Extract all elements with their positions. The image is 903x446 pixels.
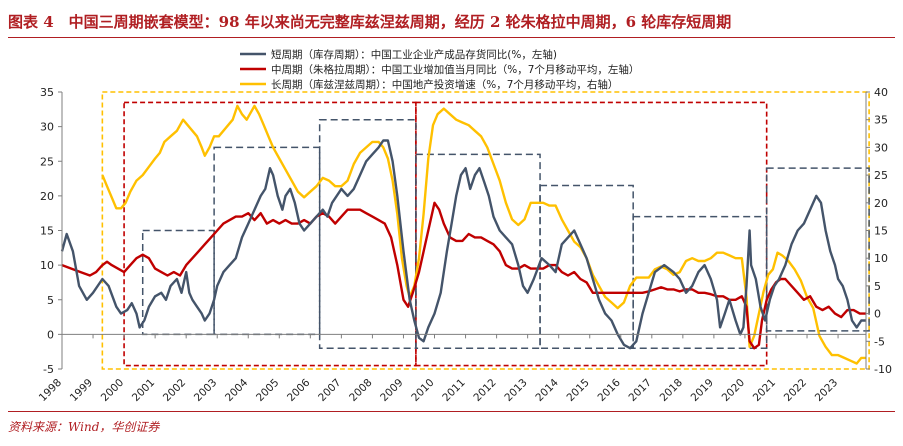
x-tick-label: 2001 bbox=[130, 377, 157, 404]
left-tick-label: 15 bbox=[40, 225, 54, 238]
left-tick-label: 35 bbox=[40, 86, 54, 99]
long-series-line bbox=[101, 104, 866, 365]
left-tick-label: -5 bbox=[43, 363, 54, 376]
left-tick-label: 0 bbox=[47, 328, 54, 341]
x-tick-label: 2022 bbox=[782, 377, 809, 404]
right-tick-label: 0 bbox=[874, 308, 881, 321]
left-tick-label: 30 bbox=[40, 121, 54, 134]
left-tick-label: 20 bbox=[40, 190, 54, 203]
x-tick-label: 2004 bbox=[223, 376, 251, 404]
x-tick-label: 2008 bbox=[347, 377, 374, 404]
x-tick-label: 2011 bbox=[440, 377, 467, 404]
footer-divider bbox=[8, 411, 895, 412]
x-tick-label: 2015 bbox=[564, 377, 591, 404]
long-legend-label: 长周期（库兹涅兹周期）：中国地产投资增速（%，7个月移动平均，右轴） bbox=[271, 78, 618, 91]
short-cycle-box-7 bbox=[539, 184, 634, 349]
right-tick-label: 25 bbox=[874, 169, 888, 182]
x-tick-label: 2020 bbox=[720, 377, 747, 404]
right-tick-label: 40 bbox=[874, 86, 888, 99]
right-tick-label: -10 bbox=[874, 363, 892, 376]
x-tick-label: 2009 bbox=[378, 377, 405, 404]
left-tick-label: 5 bbox=[47, 294, 54, 307]
source-note: 资料来源：Wind，华创证券 bbox=[8, 420, 160, 434]
series-lines bbox=[60, 104, 866, 365]
chart-axes: -5 0 5 10 15 20 25 30 35 -10 -5 0 5 10 15 20 25 30 35 40 199… bbox=[37, 86, 892, 404]
title-divider bbox=[8, 37, 895, 38]
chart-legend: 短周期（库存周期）：中国工业企业产成品存货同比(%，左轴) 中周期（朱格拉周期）：… bbox=[240, 48, 639, 91]
right-tick-label: -5 bbox=[874, 335, 885, 348]
x-tick-label: 2003 bbox=[192, 377, 219, 404]
right-tick-label: 15 bbox=[874, 225, 888, 238]
right-tick-label: 35 bbox=[874, 114, 888, 127]
x-tick-label: 2017 bbox=[627, 377, 654, 404]
x-tick-label: 2006 bbox=[285, 376, 313, 404]
x-tick-label: 2002 bbox=[161, 377, 188, 404]
x-tick-label: 1999 bbox=[68, 377, 95, 404]
x-tick-label: 1998 bbox=[37, 377, 64, 404]
short-series-line bbox=[60, 139, 866, 350]
x-tick-label: 2023 bbox=[813, 377, 840, 404]
x-tick-label: 2007 bbox=[316, 377, 343, 404]
left-tick-label: 10 bbox=[40, 259, 54, 272]
x-tick-label: 2005 bbox=[254, 377, 281, 404]
medium-cycle-box-1 bbox=[123, 101, 417, 367]
x-tick-label: 2010 bbox=[409, 377, 436, 404]
short-cycle-box-4 bbox=[213, 146, 321, 336]
chart-title: 图表 4 中国三周期嵌套模型：98 年以来尚无完整库兹涅兹周期，经历 2 轮朱格… bbox=[8, 13, 732, 31]
x-tick-label: 2000 bbox=[99, 377, 126, 404]
right-tick-label: 30 bbox=[874, 141, 888, 154]
cycle-chart: -5 0 5 10 15 20 25 30 35 -10 -5 0 5 10 15 20 25 30 35 40 199… bbox=[37, 48, 892, 404]
x-tick-label: 2016 bbox=[595, 376, 623, 404]
right-tick-label: 10 bbox=[874, 252, 888, 265]
short-legend-label: 短周期（库存周期）：中国工业企业产成品存货同比(%，左轴) bbox=[271, 48, 557, 61]
x-tick-label: 2013 bbox=[502, 377, 529, 404]
short-cycle-box-6 bbox=[415, 153, 541, 349]
medium-series-line bbox=[61, 201, 866, 350]
x-tick-label: 2019 bbox=[689, 377, 716, 404]
medium-legend-label: 中周期（朱格拉周期）：中国工业增加值当月同比（%，7个月移动平均，左轴） bbox=[271, 63, 639, 76]
x-tick-label: 2012 bbox=[471, 377, 498, 404]
x-tick-label: 2021 bbox=[751, 377, 778, 404]
right-tick-label: 5 bbox=[874, 280, 881, 293]
x-tick-label: 2014 bbox=[533, 376, 561, 404]
x-tick-label: 2018 bbox=[658, 377, 685, 404]
left-tick-label: 25 bbox=[40, 155, 54, 168]
right-tick-label: 20 bbox=[874, 197, 888, 210]
